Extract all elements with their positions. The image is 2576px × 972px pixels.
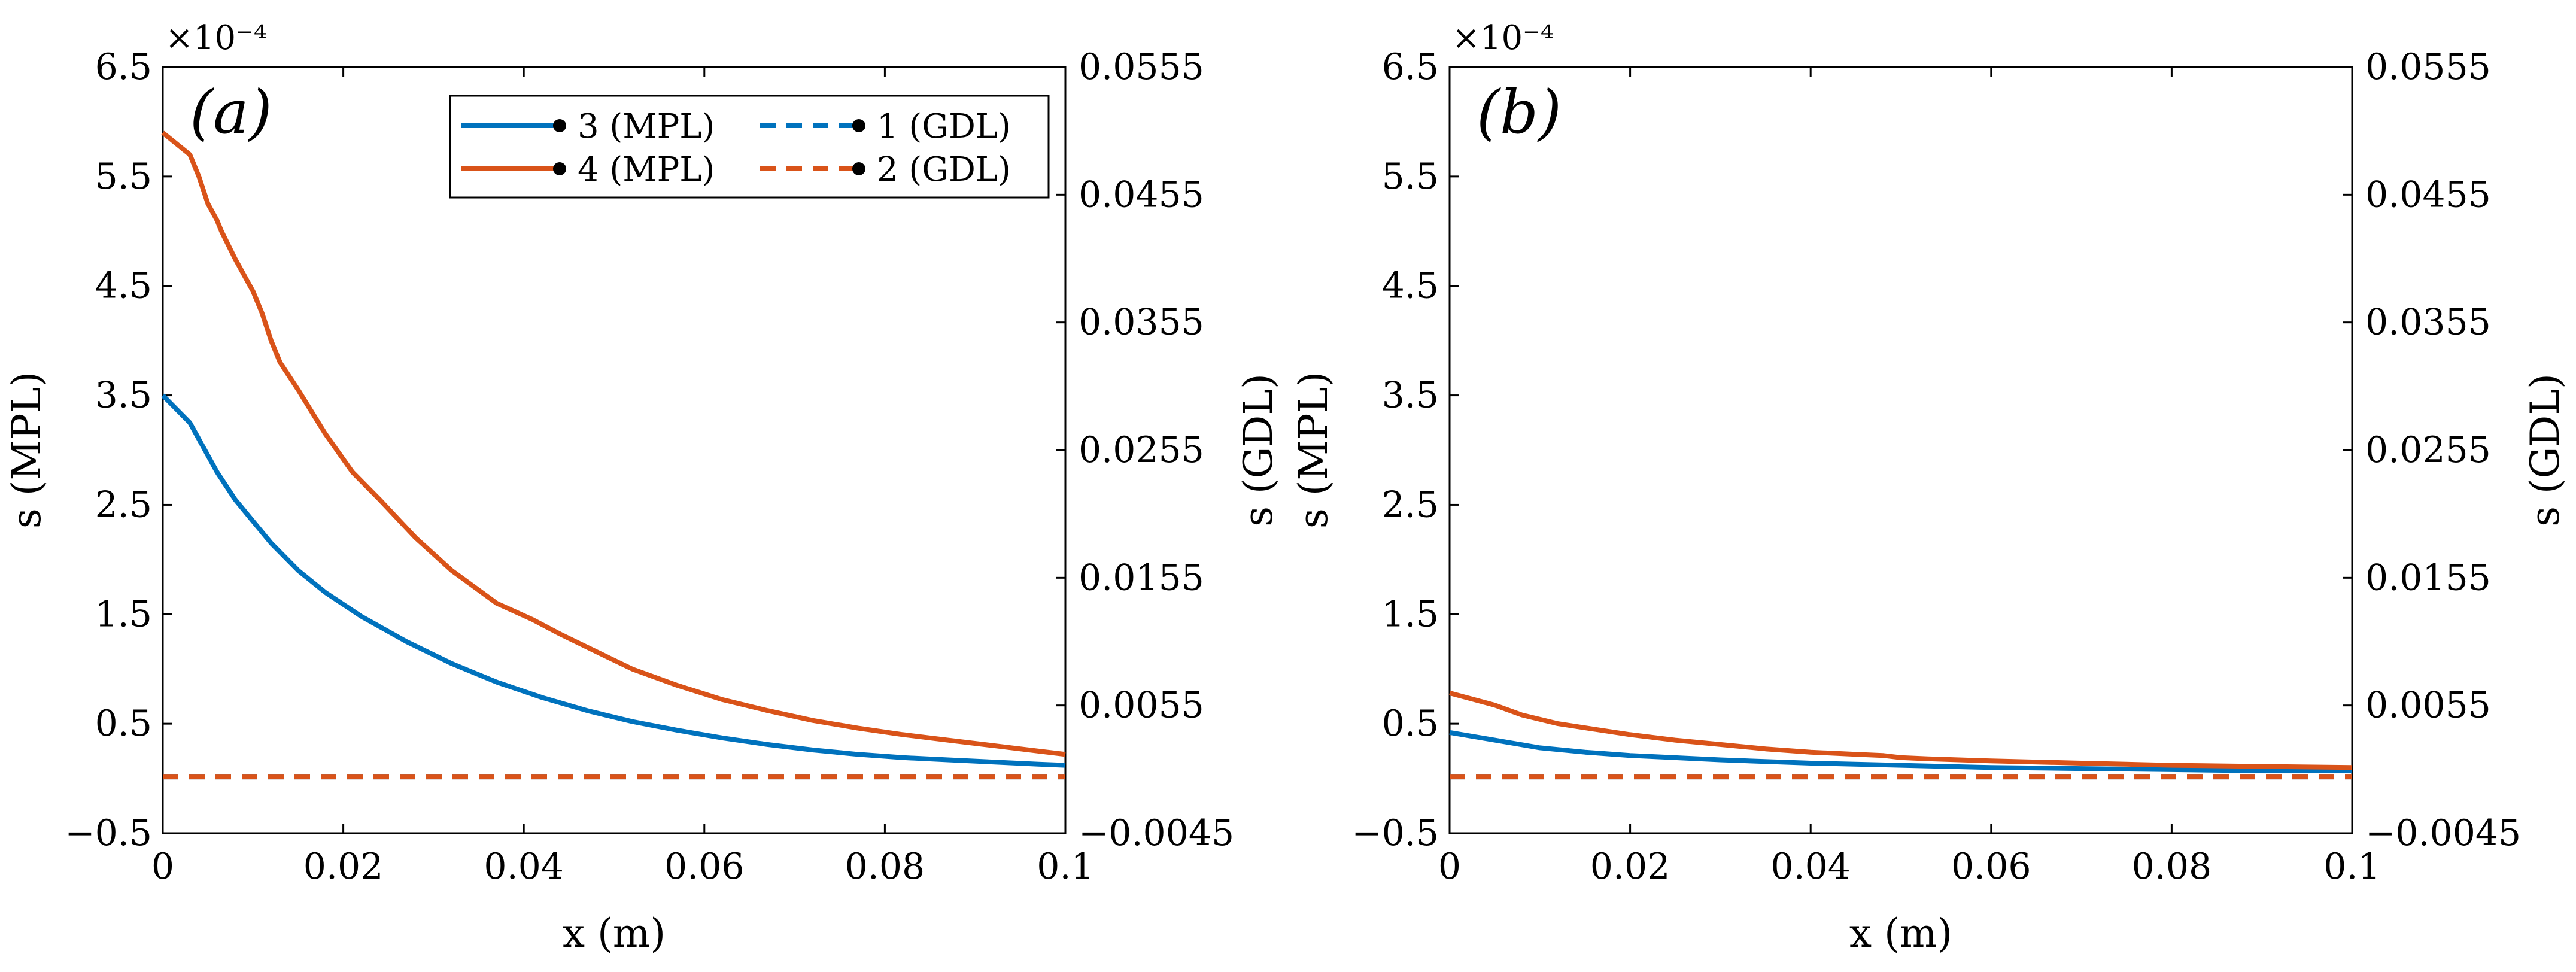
x-tick-label: 0.06	[664, 846, 745, 888]
x-axis-label: x (m)	[563, 910, 666, 956]
y-left-tick-label: 6.5	[1382, 46, 1439, 88]
series-line-4-mpl	[1448, 691, 2353, 770]
y-left-tick-label: 5.5	[1382, 156, 1439, 198]
y-left-tick-label: −0.5	[1351, 812, 1439, 854]
x-tick-label: 0.08	[845, 846, 925, 888]
y-left-tick-label: 2.5	[95, 484, 152, 526]
chart-panel-a: 0 0.02 0.04 0.06 0.08 0.1 −0.5 0.5 1.5 2.5 3.5 4.5 5…	[4, 19, 1281, 956]
y-left-tick-label: 3.5	[1382, 375, 1439, 417]
y-left-tick-label: 0.5	[95, 703, 152, 745]
y-right-tick-label: 0.0055	[1079, 685, 1204, 727]
x-axis-label: x (m)	[1849, 910, 1952, 956]
y-right-tick-label: 0.0055	[2365, 685, 2491, 727]
y-left-tick-label: 6.5	[95, 46, 152, 88]
panel-label: (b)	[1477, 77, 1562, 147]
y-right-axis-label: s (GDL)	[2522, 373, 2568, 527]
y-left-tick-label: 1.5	[1382, 593, 1439, 635]
legend-marker-dot	[553, 162, 566, 175]
legend-marker-dot	[852, 119, 865, 132]
y-left-tick-label: 4.5	[95, 265, 152, 307]
y-right-tick-label: 0.0155	[2365, 557, 2491, 599]
y-right-tick-label: −0.0045	[1079, 812, 1234, 854]
legend-label: 1 (GDL)	[877, 107, 1011, 146]
y-right-tick-label: 0.0555	[1079, 46, 1204, 88]
y-right-tick-label: 0.0255	[2365, 429, 2491, 471]
x-tick-label: 0	[151, 846, 174, 888]
x-tick-label: 0.02	[1590, 846, 1670, 888]
y-right-tick-label: 0.0255	[1079, 429, 1204, 471]
x-tick-label: 0.1	[2323, 846, 2380, 888]
y-exponent-label: ×10⁻⁴	[165, 19, 267, 57]
y-left-tick-label: −0.5	[65, 812, 152, 854]
x-tick-label: 0	[1438, 846, 1461, 888]
legend-marker-dot	[852, 162, 865, 175]
y-right-tick-label: 0.0355	[1079, 302, 1204, 344]
legend-label: 3 (MPL)	[578, 107, 715, 146]
series-line-3-mpl	[1449, 730, 2352, 773]
panel-label: (a)	[190, 77, 272, 147]
y-left-tick-label: 5.5	[95, 156, 152, 198]
x-tick-label: 0.04	[1770, 846, 1851, 888]
y-left-tick-label: 2.5	[1382, 484, 1439, 526]
y-left-tick-label: 0.5	[1382, 703, 1439, 745]
y-left-tick-label: 1.5	[95, 593, 152, 635]
y-left-tick-label: 4.5	[1382, 265, 1439, 307]
chart-panel-b: 0 0.02 0.04 0.06 0.08 0.1 −0.5 0.5 1.5 2.5 3.5 4.5 5…	[1290, 19, 2568, 956]
series-line-4-mpl	[161, 130, 1066, 757]
y-exponent-label: ×10⁻⁴	[1452, 19, 1554, 57]
y-right-tick-label: 0.0455	[2365, 174, 2491, 215]
legend-box	[449, 95, 1050, 199]
legend-label: 4 (MPL)	[578, 150, 715, 189]
y-right-axis-label: s (GDL)	[1235, 373, 1281, 527]
x-tick-label: 0.08	[2132, 846, 2212, 888]
plot-frame	[1448, 66, 2353, 834]
x-tick-label: 0.1	[1037, 846, 1093, 888]
y-right-tick-label: −0.0045	[2365, 812, 2521, 854]
x-tick-label: 0.04	[484, 846, 564, 888]
legend-label: 2 (GDL)	[877, 150, 1011, 189]
y-left-axis-label: s (MPL)	[4, 372, 50, 528]
y-right-tick-label: 0.0455	[1079, 174, 1204, 215]
y-right-tick-label: 0.0355	[2365, 302, 2491, 344]
y-left-tick-label: 3.5	[95, 375, 152, 417]
legend-marker-dot	[553, 119, 566, 132]
y-right-tick-label: 0.0155	[1079, 557, 1204, 599]
x-tick-label: 0.06	[1951, 846, 2031, 888]
series-line-3-mpl	[161, 393, 1066, 768]
y-right-tick-label: 0.0555	[2365, 46, 2491, 88]
x-tick-label: 0.02	[303, 846, 384, 888]
y-left-axis-label: s (MPL)	[1290, 372, 1336, 528]
